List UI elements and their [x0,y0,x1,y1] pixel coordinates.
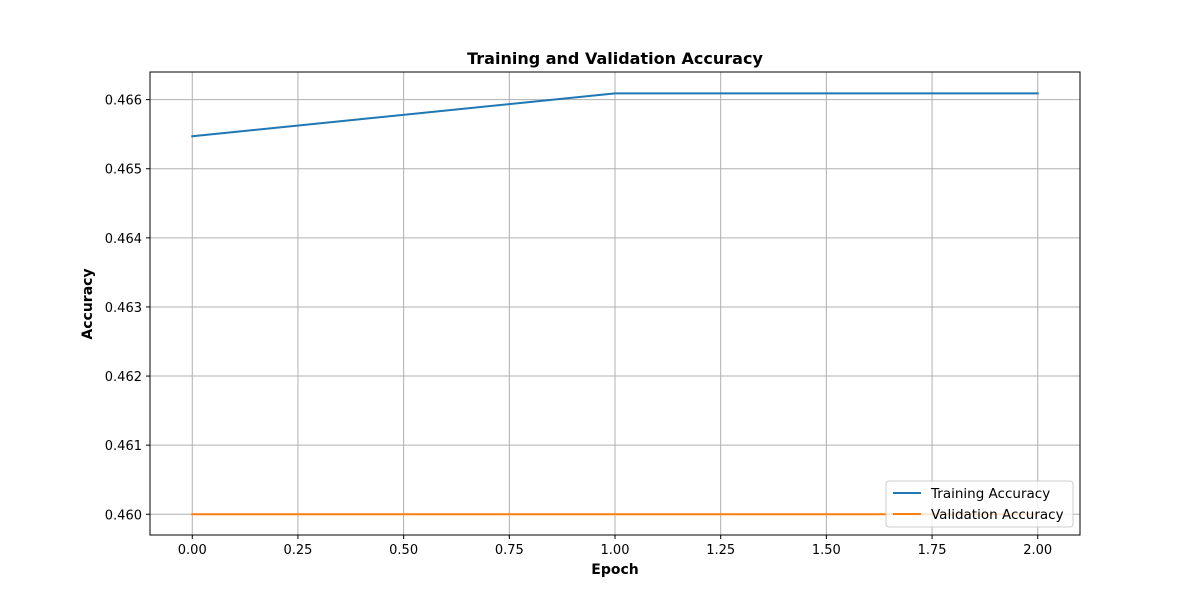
y-tick-label: 0.465 [105,163,142,178]
y-tick-label: 0.461 [105,439,142,454]
chart-title: Training and Validation Accuracy [467,49,763,68]
legend-label-training: Training Accuracy [930,486,1050,502]
x-axis-ticks: 0.00 0.25 0.50 0.75 1.00 1.25 1.50 1.75 2.00 [178,535,1052,558]
y-axis-label: Accuracy [80,268,96,339]
x-tick-label: 1.00 [601,543,630,558]
x-axis-label: Epoch [591,562,638,578]
y-tick-label: 0.462 [105,370,142,385]
y-tick-label: 0.466 [105,94,142,109]
y-tick-label: 0.460 [105,508,142,523]
y-tick-label: 0.463 [105,301,142,316]
training-accuracy-line [191,92,1039,138]
x-tick-label: 1.50 [812,543,841,558]
y-tick-label: 0.464 [105,232,142,247]
x-tick-label: 0.25 [283,543,312,558]
x-tick-label: 0.00 [178,543,207,558]
y-axis-ticks: 0.460 0.461 0.462 0.463 0.464 0.465 0.466 [105,94,150,523]
legend: Training Accuracy Validation Accuracy [885,480,1074,528]
x-tick-label: 0.50 [389,543,418,558]
x-tick-label: 0.75 [495,543,524,558]
x-tick-label: 1.75 [918,543,947,558]
x-tick-label: 2.00 [1023,543,1052,558]
legend-box [885,480,1074,528]
x-tick-label: 1.25 [706,543,735,558]
legend-label-validation: Validation Accuracy [931,507,1064,523]
